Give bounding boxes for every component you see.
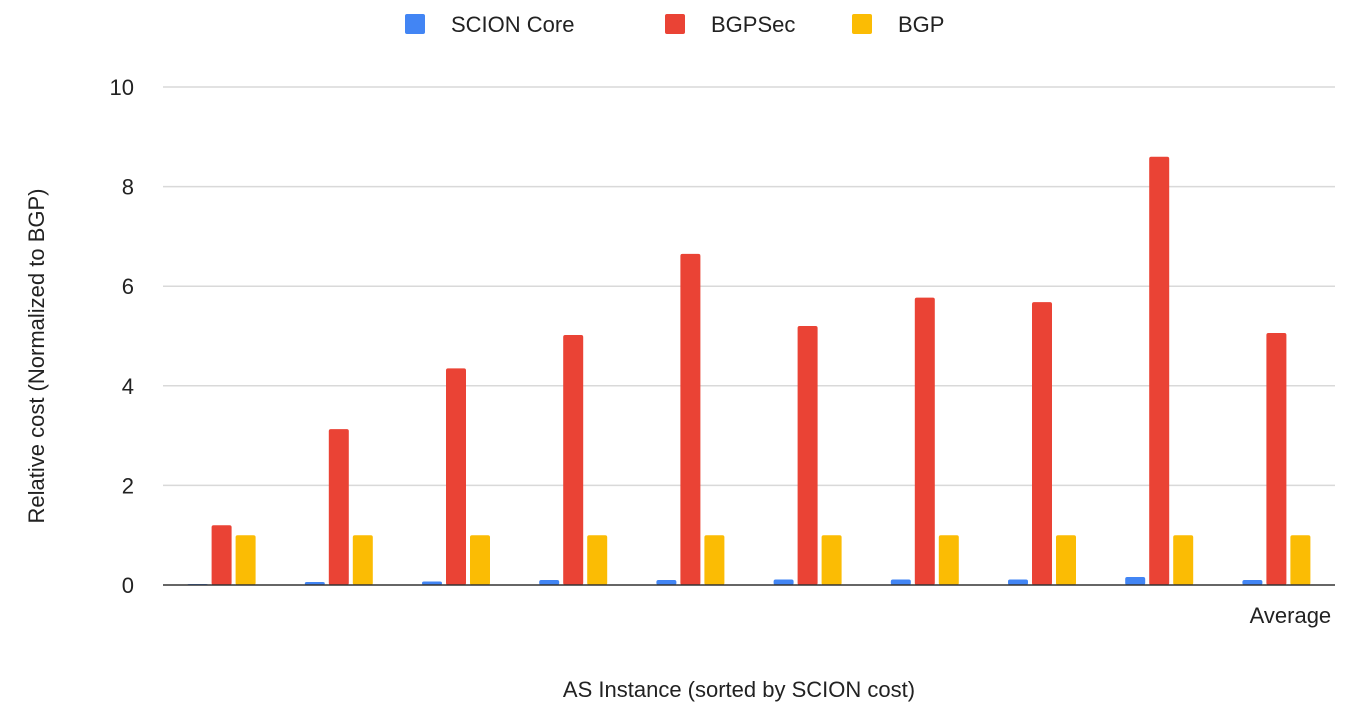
legend-label-scion-core: SCION Core xyxy=(451,12,574,37)
y-tick-label: 8 xyxy=(122,175,134,200)
bar-scion-core xyxy=(890,579,911,585)
chart-legend: SCION Core BGPSec BGP xyxy=(405,12,944,37)
bar-scion-core xyxy=(422,581,442,585)
bar-bgp xyxy=(1056,535,1076,585)
bar-bgp xyxy=(587,535,608,585)
bar-bgpsec xyxy=(914,297,935,585)
bar-bgp xyxy=(938,535,959,585)
legend-swatch-scion-core xyxy=(405,14,425,34)
legend-swatch-bgp xyxy=(852,14,872,34)
bar-bgpsec xyxy=(680,253,701,585)
bar-bgpsec xyxy=(1149,156,1170,585)
bar-bgpsec xyxy=(328,429,349,585)
bar-bgpsec xyxy=(563,335,584,585)
bar-bgp xyxy=(1290,535,1311,585)
bar-scion-core xyxy=(1242,580,1263,585)
x-axis-ticks: Average xyxy=(1250,603,1332,628)
bar-series xyxy=(187,156,1311,585)
bar-bgpsec xyxy=(797,326,818,585)
bar-bgpsec xyxy=(1266,333,1287,585)
legend-swatch-bgpsec xyxy=(665,14,685,34)
bar-scion-core xyxy=(1125,577,1146,585)
bar-bgp xyxy=(704,535,725,585)
bar-bgpsec xyxy=(446,368,466,585)
x-tick-label: Average xyxy=(1250,603,1332,628)
y-axis-ticks: 0 2 4 6 8 10 xyxy=(110,75,134,598)
legend-label-bgp: BGP xyxy=(898,12,944,37)
bar-scion-core xyxy=(656,580,677,585)
y-tick-label: 10 xyxy=(110,75,134,100)
bar-bgp xyxy=(235,535,256,585)
bar-bgpsec xyxy=(1032,302,1052,585)
y-tick-label: 0 xyxy=(122,573,134,598)
legend-label-bgpsec: BGPSec xyxy=(711,12,795,37)
y-tick-label: 2 xyxy=(122,473,134,498)
bar-scion-core xyxy=(1008,579,1028,585)
bar-bgp xyxy=(821,535,842,585)
bar-scion-core xyxy=(539,580,560,585)
y-tick-label: 4 xyxy=(122,374,134,399)
bar-bgpsec xyxy=(211,525,232,585)
x-axis-title: AS Instance (sorted by SCION cost) xyxy=(563,677,915,702)
bar-bgp xyxy=(1173,535,1194,585)
bar-scion-core xyxy=(773,579,794,585)
bar-bgp xyxy=(470,535,490,585)
y-tick-label: 6 xyxy=(122,274,134,299)
bar-bgp xyxy=(352,535,373,585)
y-axis-title: Relative cost (Normalized to BGP) xyxy=(24,189,49,524)
gridlines xyxy=(163,86,1335,487)
